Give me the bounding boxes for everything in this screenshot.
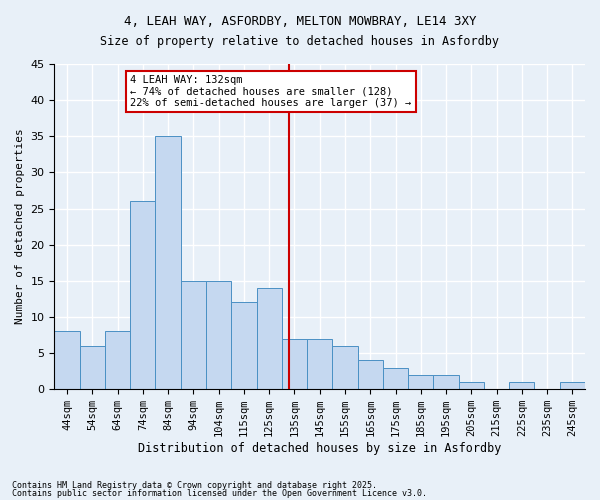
Bar <box>458 382 484 389</box>
X-axis label: Distribution of detached houses by size in Asfordby: Distribution of detached houses by size … <box>138 442 502 455</box>
Bar <box>155 136 181 389</box>
Bar <box>130 202 155 389</box>
Text: 4 LEAH WAY: 132sqm
← 74% of detached houses are smaller (128)
22% of semi-detach: 4 LEAH WAY: 132sqm ← 74% of detached hou… <box>130 75 412 108</box>
Bar <box>509 382 535 389</box>
Bar <box>181 281 206 389</box>
Y-axis label: Number of detached properties: Number of detached properties <box>15 128 25 324</box>
Bar <box>55 332 80 389</box>
Bar <box>408 375 433 389</box>
Text: Contains public sector information licensed under the Open Government Licence v3: Contains public sector information licen… <box>12 488 427 498</box>
Text: Contains HM Land Registry data © Crown copyright and database right 2025.: Contains HM Land Registry data © Crown c… <box>12 481 377 490</box>
Bar <box>231 302 257 389</box>
Bar <box>307 338 332 389</box>
Bar <box>80 346 105 389</box>
Bar <box>560 382 585 389</box>
Bar <box>282 338 307 389</box>
Bar <box>206 281 231 389</box>
Bar <box>433 375 458 389</box>
Bar <box>332 346 358 389</box>
Text: Size of property relative to detached houses in Asfordby: Size of property relative to detached ho… <box>101 35 499 48</box>
Bar <box>105 332 130 389</box>
Text: 4, LEAH WAY, ASFORDBY, MELTON MOWBRAY, LE14 3XY: 4, LEAH WAY, ASFORDBY, MELTON MOWBRAY, L… <box>124 15 476 28</box>
Bar <box>257 288 282 389</box>
Bar <box>358 360 383 389</box>
Bar <box>383 368 408 389</box>
